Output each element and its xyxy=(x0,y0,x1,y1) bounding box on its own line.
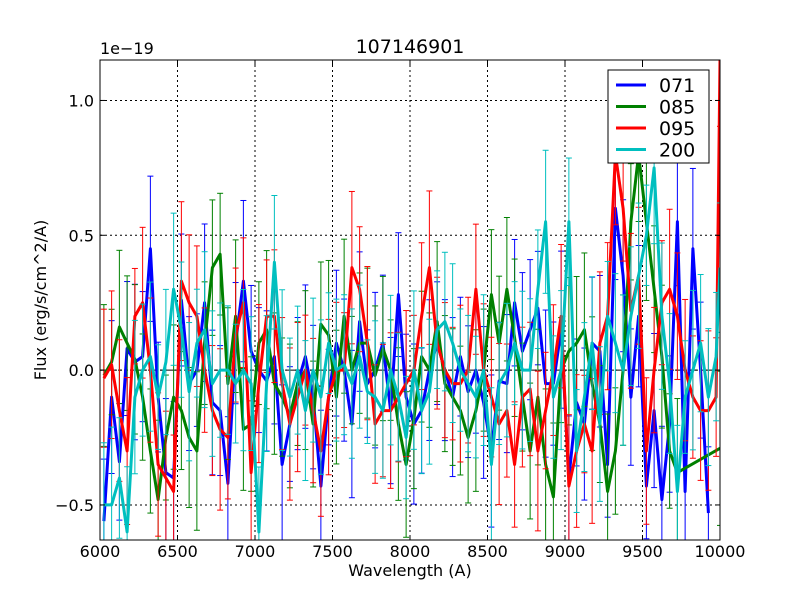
legend-label: 200 xyxy=(659,140,695,162)
x-tick-label: 6000 xyxy=(80,542,121,561)
y-tick-label: 0.0 xyxy=(69,361,94,380)
legend-label: 095 xyxy=(659,118,695,140)
x-axis-label: Wavelength (A) xyxy=(348,561,471,580)
y-scale-label: 1e−19 xyxy=(100,39,154,58)
x-tick-label: 9000 xyxy=(545,542,586,561)
legend-item-095: 095 xyxy=(616,118,695,140)
x-tick-label: 6500 xyxy=(157,542,198,561)
x-tick-label: 7000 xyxy=(235,542,276,561)
series-line-085 xyxy=(102,152,720,502)
legend-item-085: 085 xyxy=(616,97,695,119)
x-tick-label: 8000 xyxy=(390,542,431,561)
y-tick-label: 0.5 xyxy=(69,226,94,245)
ticks: 6000 6500 7000 7500 8000 8500 9000 9500 10000 −0.… xyxy=(55,60,745,561)
legend-label: 085 xyxy=(659,97,695,119)
legend-item-200: 200 xyxy=(616,140,695,162)
x-tick-label: 8500 xyxy=(467,542,508,561)
chart-title: 107146901 xyxy=(356,36,465,58)
x-tick-label: 10000 xyxy=(695,542,746,561)
y-tick-label: −0.5 xyxy=(55,496,94,515)
legend-box xyxy=(607,69,710,164)
series-line-200 xyxy=(103,166,720,534)
x-tick-label: 7500 xyxy=(312,542,353,561)
legend-label: 071 xyxy=(659,75,695,97)
y-tick-label: 1.0 xyxy=(69,91,94,110)
y-axis-label: Flux (erg/s/cm^2/A) xyxy=(31,220,50,381)
legend-item-071: 071 xyxy=(616,75,695,97)
x-tick-label: 9500 xyxy=(622,542,663,561)
